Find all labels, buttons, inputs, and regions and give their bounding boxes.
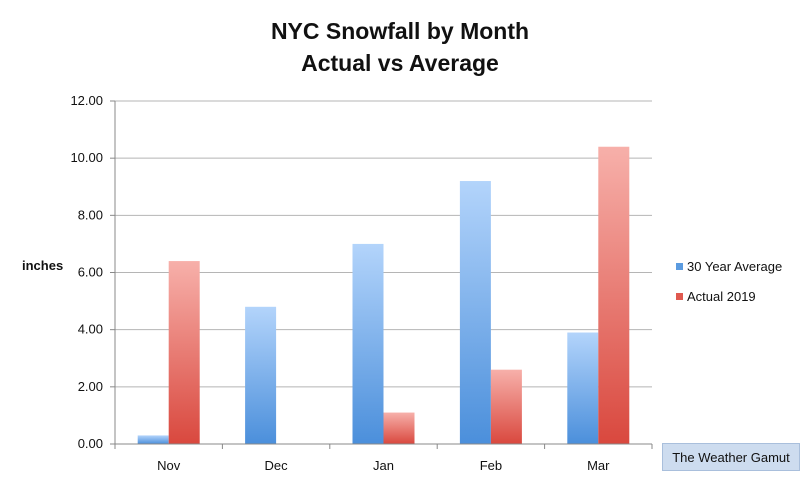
- bar-average-mar: [567, 332, 599, 444]
- watermark-label: The Weather Gamut: [662, 443, 800, 471]
- bar-actual-mar: [598, 146, 630, 444]
- x-tick-label: Jan: [373, 458, 394, 473]
- bar-average-feb: [459, 181, 491, 445]
- y-tick-label: 12.00: [70, 93, 103, 108]
- x-tick-label: Dec: [265, 458, 289, 473]
- y-tick-label: 2.00: [78, 379, 103, 394]
- legend-swatch-average: [676, 263, 683, 270]
- y-tick-label: 6.00: [78, 265, 103, 280]
- x-tick-label: Nov: [157, 458, 181, 473]
- y-tick-label: 8.00: [78, 207, 103, 222]
- chart-subtitle: Actual vs Average: [301, 50, 499, 76]
- x-tick-label: Mar: [587, 458, 610, 473]
- y-tick-label: 0.00: [78, 436, 103, 451]
- legend-label-average: 30 Year Average: [687, 259, 783, 274]
- legend-item-average: 30 Year Average: [676, 259, 782, 274]
- chart-title: NYC Snowfall by Month: [270, 18, 530, 44]
- bar-actual-jan: [383, 412, 415, 444]
- y-tick-label: 4.00: [78, 322, 103, 337]
- bar-average-jan: [352, 243, 384, 444]
- x-tick-label: Feb: [480, 458, 502, 473]
- bar-average-dec: [245, 306, 277, 444]
- y-tick-label: 10.00: [70, 150, 103, 165]
- bar-actual-nov: [168, 261, 200, 444]
- bar-average-nov: [137, 435, 169, 444]
- y-axis-label: inches: [22, 258, 63, 273]
- bar-actual-feb: [490, 369, 522, 444]
- legend-swatch-actual: [676, 293, 683, 300]
- legend-label-actual: Actual 2019: [687, 289, 756, 304]
- legend-item-actual: Actual 2019: [676, 289, 756, 304]
